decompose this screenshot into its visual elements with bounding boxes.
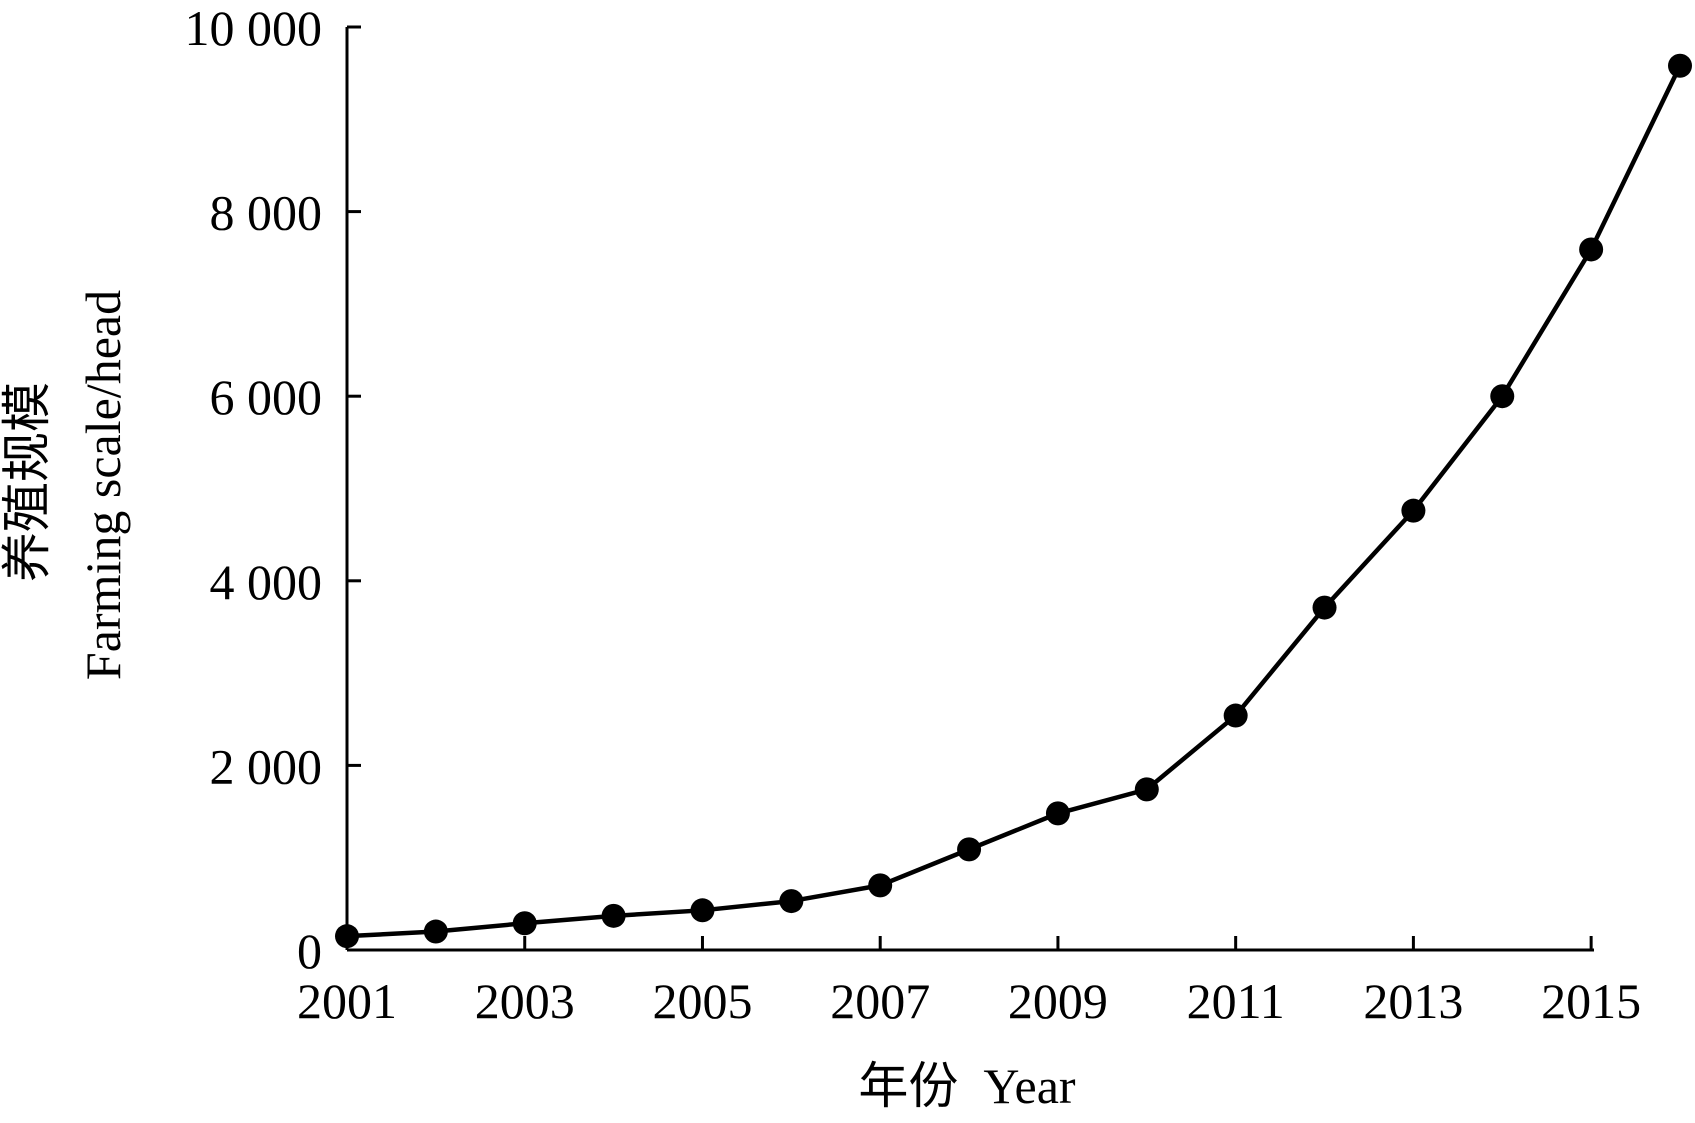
y-tick-label: 6 000 [210,369,323,425]
data-point-marker [1668,53,1692,78]
data-point-marker [423,919,448,944]
data-point-marker [1312,595,1337,620]
data-point-marker [1401,498,1426,523]
y-axis-ticks: 0 2 000 4 000 6 000 8 000 10 000 [185,0,361,979]
x-tick-label: 2009 [1008,973,1108,1029]
y-tick-label: 2 000 [210,738,323,794]
data-point-marker [690,898,715,923]
data-point-marker [1490,384,1515,409]
x-axis-label: 年份 Year [858,1058,1075,1114]
x-tick-label: 2015 [1541,973,1641,1029]
axes [345,27,1594,952]
data-point-marker [957,837,982,862]
y-tick-label: 4 000 [210,554,323,610]
x-tick-label: 2003 [475,973,575,1029]
y-tick-label: 0 [297,923,322,979]
data-point-marker [601,903,626,928]
x-tick-label: 2005 [652,973,752,1029]
data-point-marker [868,873,893,898]
data-point-marker [1223,703,1248,728]
x-axis-ticks: 2001 2003 2005 2007 2009 2011 2013 2015 [297,936,1641,1029]
x-tick-label: 2007 [830,973,930,1029]
data-point-marker [335,924,359,949]
x-tick-label: 2001 [297,973,397,1029]
data-point-marker [512,911,537,936]
x-tick-label: 2011 [1187,973,1285,1029]
data-point-marker [1579,237,1604,262]
series-layer [335,53,1692,949]
y-tick-label: 10 000 [185,0,323,56]
data-point-marker [1134,777,1159,802]
data-point-marker [1045,801,1070,826]
data-point-marker [779,889,804,914]
x-tick-label: 2013 [1363,973,1463,1029]
y-axis-label-english: Farming scale/head [75,290,131,680]
series-line [346,64,1683,939]
y-axis-label-chinese: 养殖规模 [0,382,55,582]
y-tick-label: 8 000 [210,185,323,241]
